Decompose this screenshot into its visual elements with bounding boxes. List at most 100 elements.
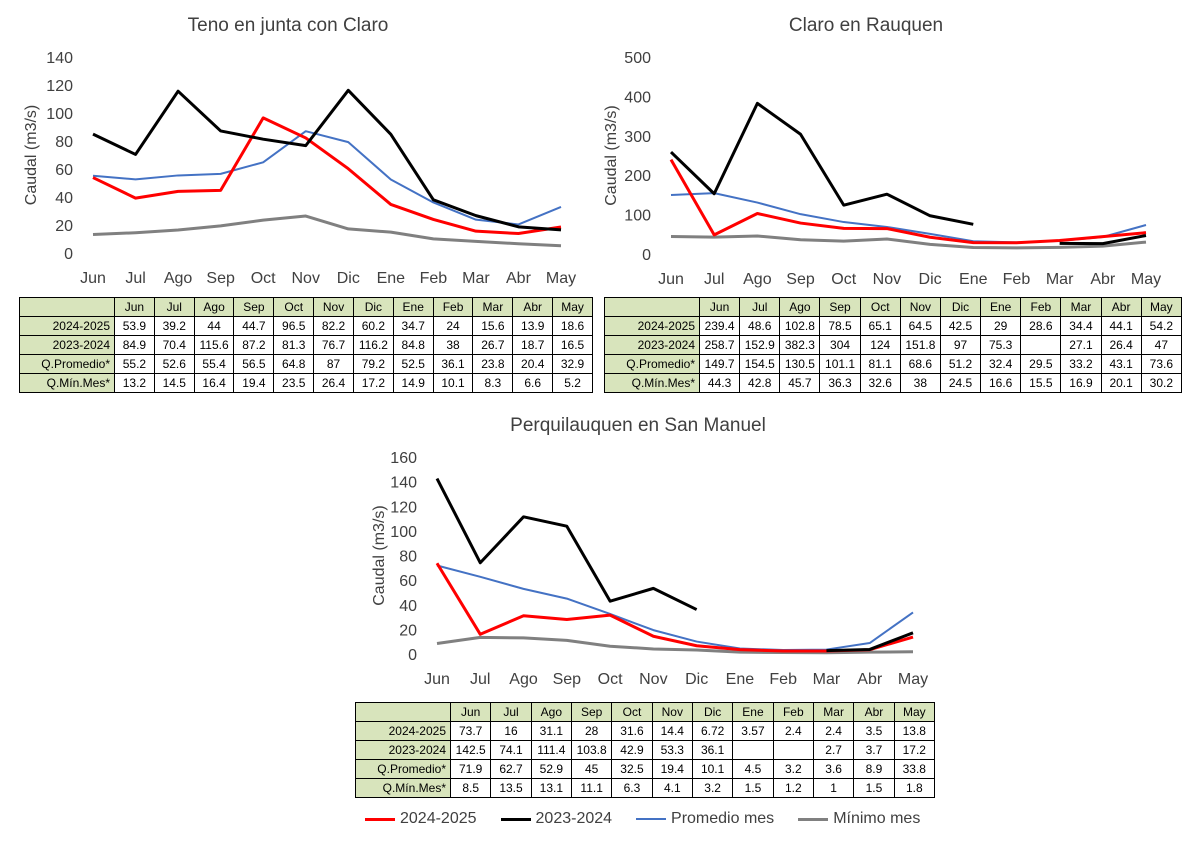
- x-tick-label: Dic: [337, 270, 360, 287]
- table-cell: 124: [859, 335, 901, 355]
- table-cell: 24: [432, 316, 474, 336]
- x-tick-label: Nov: [292, 270, 320, 287]
- table-month-header: Oct: [611, 702, 653, 722]
- y-tick-label: 200: [624, 168, 651, 185]
- table-cell: 82.2: [313, 316, 354, 336]
- y-axis-label: Caudal (m3/s): [371, 505, 388, 605]
- series-line-q-m-n-mes-: [92, 214, 562, 248]
- table-cell: 29.5: [1020, 354, 1062, 374]
- table-cell: 64.5: [899, 316, 941, 336]
- x-tick-label: Jun: [424, 671, 450, 688]
- table-cell: 30.2: [1140, 373, 1183, 393]
- table-cell: 16.4: [193, 373, 235, 393]
- y-tick-label: 120: [390, 499, 417, 516]
- series-line-2023-2024: [826, 631, 914, 653]
- table-cell: 19.4: [651, 759, 693, 779]
- table-cell: 70.4: [153, 335, 195, 355]
- table-cell: 38: [899, 373, 941, 393]
- table-cell: 3.2: [691, 778, 734, 798]
- table-cell: 1.5: [732, 778, 774, 798]
- table-cell: 3.7: [853, 740, 895, 760]
- table-cell: 101.1: [819, 354, 861, 374]
- table-month-header: Sep: [233, 297, 275, 317]
- x-tick-label: May: [1131, 271, 1161, 288]
- table-cell: 26.4: [313, 373, 354, 393]
- table-month-header: Feb: [432, 297, 474, 317]
- table-cell: 102.8: [779, 316, 821, 336]
- x-tick-label: Nov: [873, 271, 901, 288]
- table-row: 2023-2024 84.9 70.4 115.6 87.2 81.3 76.7 116.2 8…: [19, 335, 593, 355]
- table-cell: 78.5: [819, 316, 861, 336]
- y-tick-label: 100: [390, 524, 417, 541]
- x-tick-label: Oct: [831, 271, 856, 288]
- table-cell: 81.3: [273, 335, 315, 355]
- x-tick-label: Jul: [470, 671, 490, 688]
- table-cell: 1.2: [772, 778, 814, 798]
- table-month-header: Jun: [114, 297, 155, 317]
- table-cell: 27.1: [1060, 335, 1102, 355]
- table-cell: 14.4: [651, 721, 693, 741]
- legend-label: 2023-2024: [535, 810, 613, 827]
- x-tick-label: Feb: [420, 270, 448, 287]
- table-cell: 26.7: [472, 335, 514, 355]
- table-cell: 36.1: [691, 740, 734, 760]
- table-cell: 23.5: [273, 373, 315, 393]
- y-tick-label: 0: [642, 247, 651, 264]
- table-cell: 48.6: [739, 316, 781, 336]
- y-axis-label: Caudal (m3/s): [603, 105, 620, 205]
- table-row: Q.Mín.Mes* 8.5 13.5 13.1 11.1 6.3 4.1 3.2 1.5 1.2…: [355, 778, 936, 798]
- table-month-header: Mar: [472, 297, 514, 317]
- series-line-2023-2024: [92, 88, 562, 232]
- y-tick-label: 60: [399, 573, 417, 590]
- table-cell: 258.7: [698, 335, 741, 355]
- table-cell: 60.2: [352, 316, 394, 336]
- table-corner-cell: [19, 297, 115, 317]
- table-cell: 18.6: [552, 316, 593, 336]
- table-cell: 56.5: [233, 354, 275, 374]
- table-cell: 28: [570, 721, 613, 741]
- table-cell: 36.1: [432, 354, 474, 374]
- chart-legend: 2024-2025 2023-2024 Promedio mes Mínimo …: [365, 806, 944, 832]
- table-cell: 13.9: [512, 316, 554, 336]
- x-tick-label: Sep: [553, 671, 582, 688]
- table-cell: 84.8: [392, 335, 434, 355]
- table-cell: 149.7: [698, 354, 741, 374]
- table-cell: 16.5: [552, 335, 593, 355]
- table-month-header: Dic: [352, 297, 394, 317]
- table-month-header: Jul: [490, 702, 532, 722]
- y-axis-label: Caudal (m3/s): [23, 105, 40, 205]
- table-cell: 43.1: [1100, 354, 1142, 374]
- y-tick-label: 400: [624, 89, 651, 106]
- table-cell: 6.3: [611, 778, 653, 798]
- legend-item-minimo: Mínimo mes: [798, 810, 920, 828]
- table-cell: 6.6: [512, 373, 554, 393]
- table-cell: 1.8: [893, 778, 936, 798]
- table-cell: 47: [1140, 335, 1183, 355]
- table-row: Q.Promedio* 55.2 52.6 55.4 56.5 64.8 87 79.2 52.…: [19, 354, 593, 374]
- data-table-perquilauquen: Jun Jul Ago Sep Oct Nov Dic Ene Feb Mar Abr May 2024…: [355, 702, 936, 798]
- table-cell: 13.1: [530, 778, 572, 798]
- table-month-header: Ago: [779, 297, 821, 317]
- x-tick-label: Feb: [769, 671, 797, 688]
- table-month-header: Ago: [530, 702, 572, 722]
- table-row-label: 2023-2024: [19, 335, 115, 355]
- x-tick-label: Abr: [1090, 271, 1116, 288]
- table-row-label: 2024-2025: [19, 316, 115, 336]
- table-cell: 18.7: [512, 335, 554, 355]
- table-cell: 54.2: [1140, 316, 1183, 336]
- legend-swatch: [636, 818, 667, 820]
- table-month-header: Mar: [812, 702, 855, 722]
- legend-label: Promedio mes: [671, 810, 775, 827]
- series-line-2023-2024: [1059, 234, 1147, 246]
- table-row: Q.Mín.Mes* 13.2 14.5 16.4 19.4 23.5 26.4 17.2 14…: [19, 373, 593, 393]
- table-cell: 31.6: [611, 721, 653, 741]
- x-tick-label: May: [546, 270, 576, 287]
- table-cell: 42.9: [611, 740, 653, 760]
- y-tick-label: 80: [399, 549, 417, 566]
- x-tick-label: Mar: [813, 671, 841, 688]
- table-cell: 39.2: [153, 316, 195, 336]
- y-tick-label: 0: [408, 647, 417, 664]
- chart-title: Claro en Rauquen: [789, 15, 943, 36]
- table-corner-cell: [355, 702, 451, 722]
- y-tick-label: 80: [55, 134, 73, 151]
